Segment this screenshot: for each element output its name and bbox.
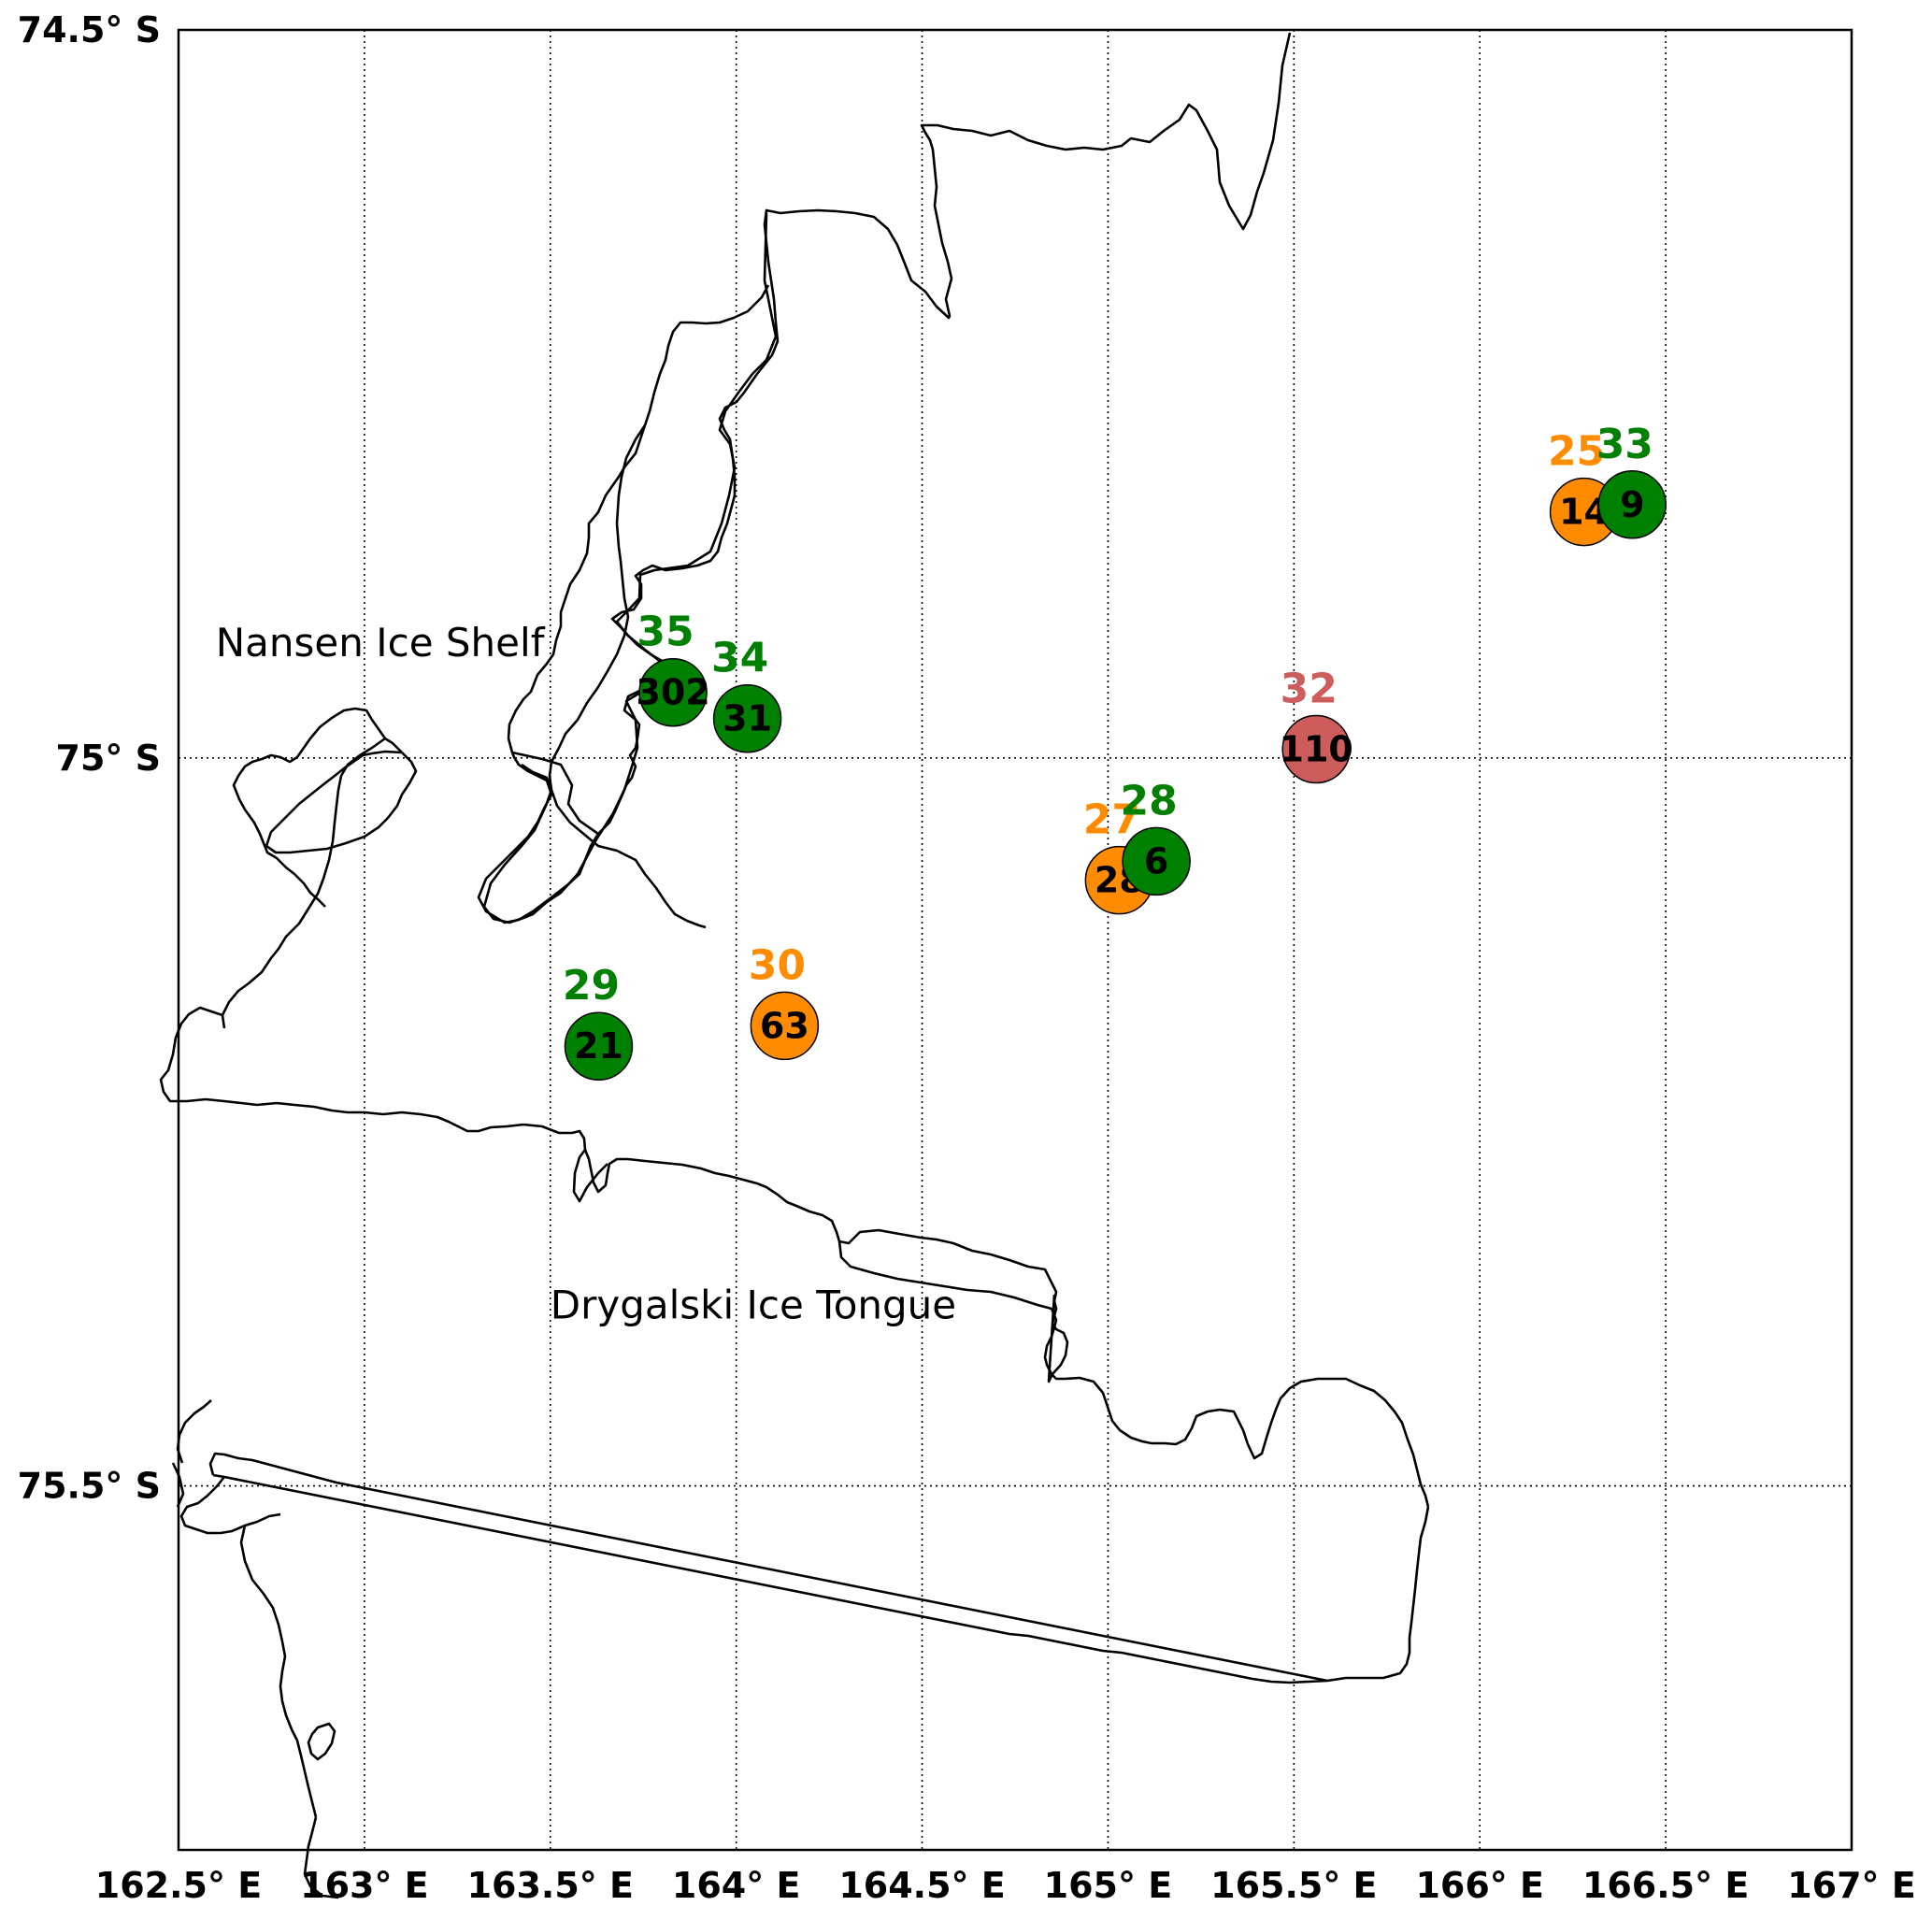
- station-circle: [638, 657, 708, 727]
- lon-tick-label: 166.5° E: [1582, 1865, 1749, 1906]
- station-value: 31: [723, 698, 772, 739]
- station-value: 63: [760, 1005, 809, 1046]
- station-circle: [712, 683, 782, 753]
- station-value: 302: [636, 672, 709, 713]
- station-id-label: 32: [1281, 665, 1338, 712]
- station-circle: [564, 1011, 634, 1081]
- lat-tick-label: 75.5° S: [18, 1466, 161, 1507]
- graticule: [179, 30, 1852, 1850]
- lon-tick-label: 163.5° E: [467, 1865, 634, 1906]
- station-id-label: 25: [1548, 428, 1605, 476]
- place-label: Drygalski Ice Tongue: [551, 1282, 956, 1327]
- station-circle: [1597, 470, 1667, 539]
- station-marker: 628: [1121, 777, 1191, 896]
- station-id-label: 28: [1121, 777, 1178, 824]
- axis-ticks: 162.5° E 163° E 163.5° E 164° E 164.5° E 165°…: [18, 9, 1916, 1906]
- lon-tick-label: 165° E: [1044, 1865, 1173, 1906]
- lat-tick-label: 75° S: [56, 738, 161, 779]
- station-value: 110: [1280, 728, 1353, 769]
- station-id-label: 27: [1083, 796, 1140, 844]
- station-circle: [750, 991, 820, 1061]
- lon-tick-label: 164.5° E: [838, 1865, 1005, 1906]
- station-circle: [1122, 826, 1191, 896]
- place-labels: Nansen Ice Shelf Drygalski Ice Tongue: [216, 620, 956, 1328]
- lon-tick-label: 163° E: [300, 1865, 429, 1906]
- place-label: Nansen Ice Shelf: [216, 620, 546, 666]
- station-circle: [1281, 714, 1351, 784]
- station-id-label: 30: [749, 941, 806, 989]
- station-id-label: 33: [1596, 421, 1653, 468]
- station-id-label: 29: [563, 962, 620, 1010]
- station-marker: 933: [1596, 421, 1667, 539]
- station-value: 9: [1620, 484, 1644, 525]
- station-id-label: 34: [711, 635, 768, 682]
- station-value: 6: [1144, 840, 1168, 881]
- lon-tick-label: 164° E: [672, 1865, 801, 1906]
- station-value: 21: [574, 1025, 623, 1067]
- station-id-label: 35: [637, 609, 694, 656]
- map-frame: [177, 28, 1853, 1852]
- lat-tick-label: 74.5° S: [18, 9, 161, 50]
- lon-tick-label: 167° E: [1787, 1865, 1916, 1906]
- lon-tick-label: 166° E: [1415, 1865, 1544, 1906]
- lon-tick-label: 162.5° E: [95, 1865, 262, 1906]
- lon-tick-label: 165.5° E: [1210, 1865, 1377, 1906]
